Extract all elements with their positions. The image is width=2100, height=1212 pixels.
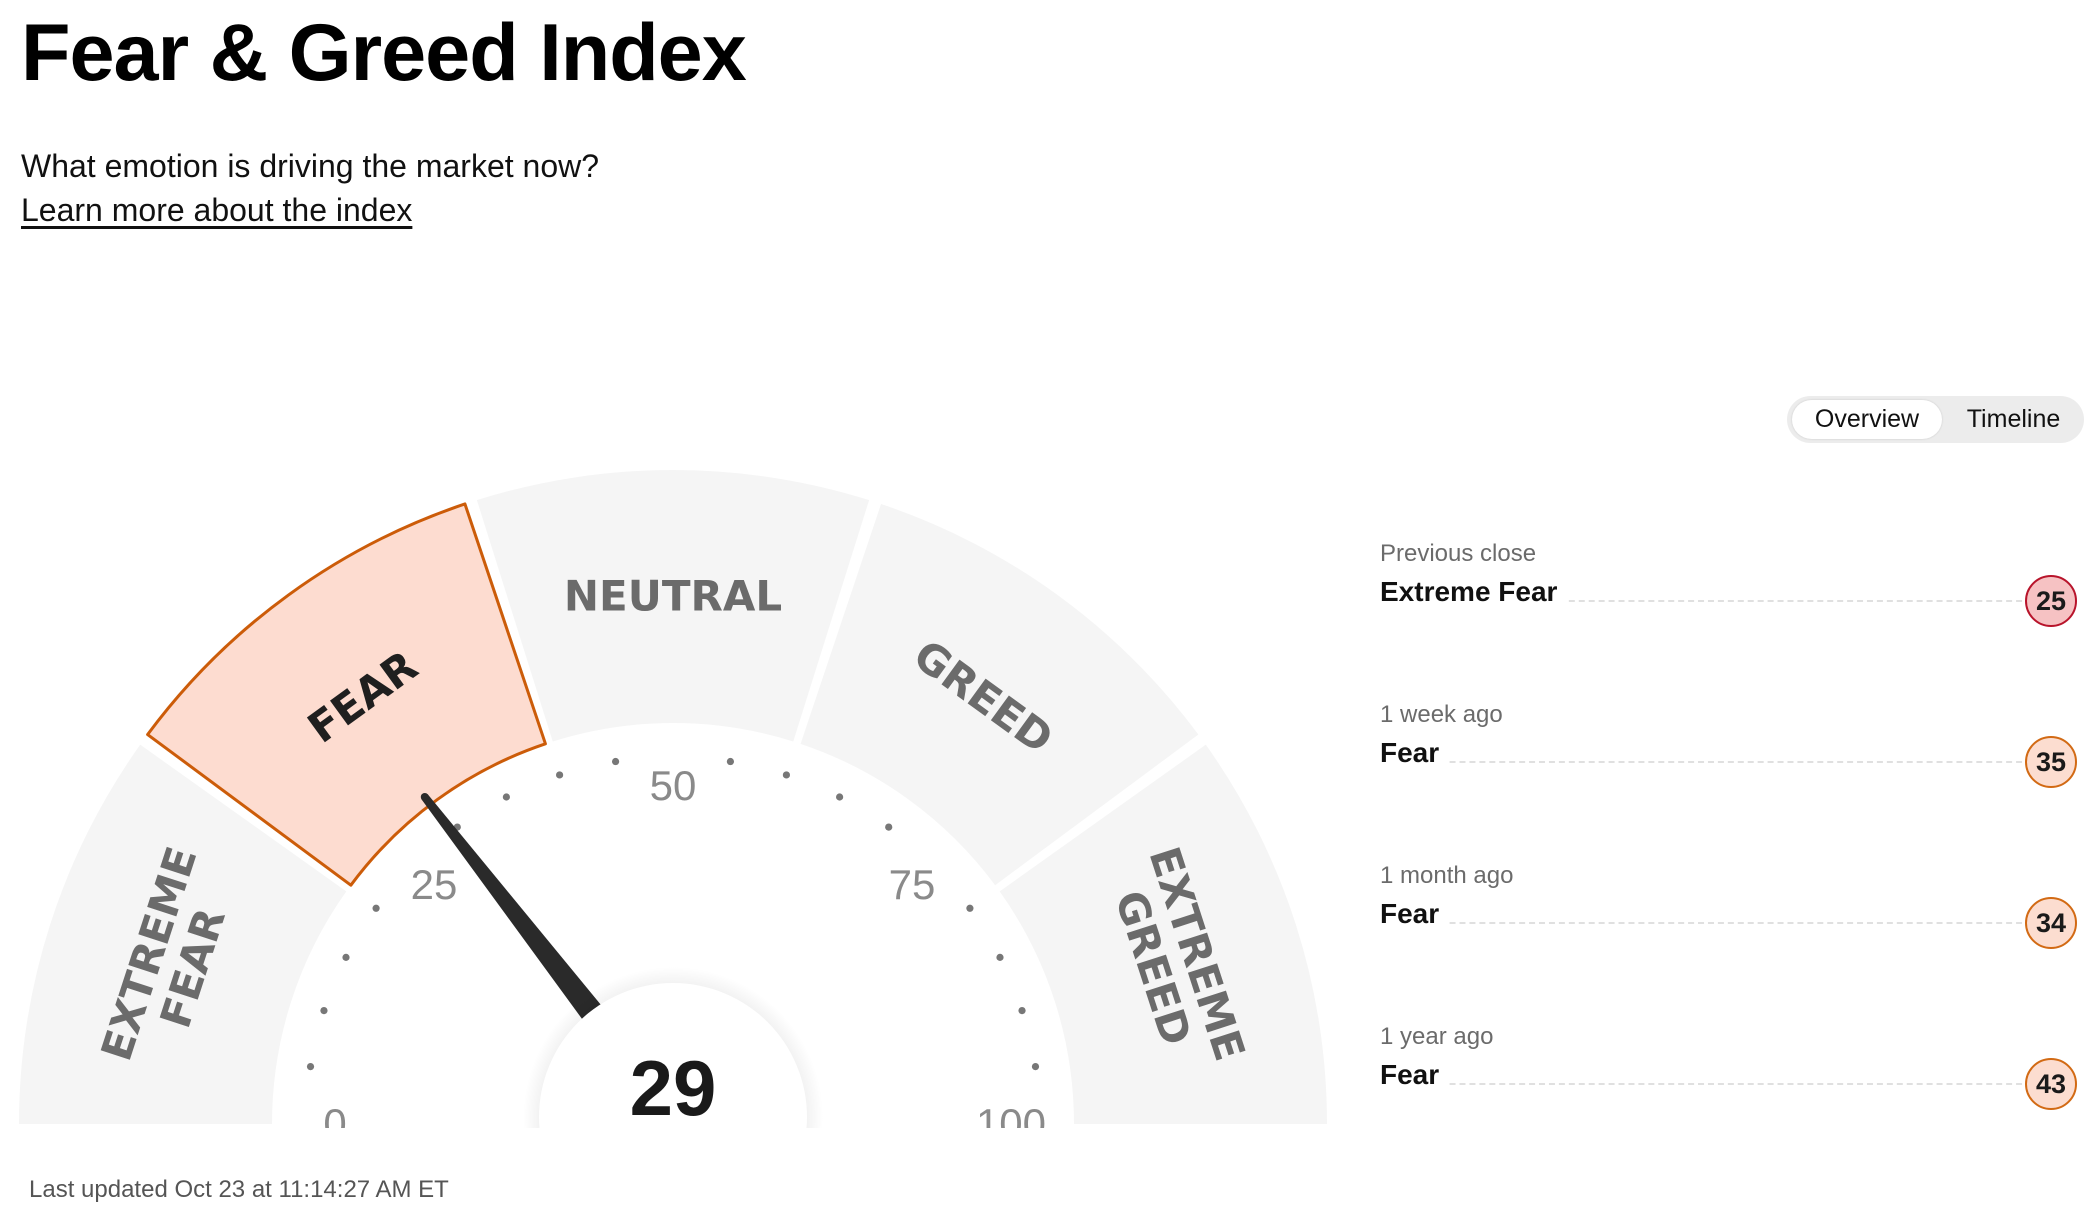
scale-dot	[996, 953, 1004, 961]
scale-dot	[1018, 1006, 1026, 1015]
scale-dot	[782, 771, 791, 779]
scale-dot	[885, 823, 893, 831]
history-item-1-year-ago: 1 year ago Fear 43	[1380, 1023, 2080, 1143]
gauge-segment-fear	[146, 502, 547, 887]
scale-tick-50: 50	[650, 762, 697, 809]
dashed-divider	[1380, 1083, 2032, 1085]
history-label: 1 week ago	[1380, 701, 1503, 728]
history-rating: Extreme Fear	[1380, 576, 1566, 608]
scale-dot	[372, 904, 380, 912]
page-title: Fear & Greed Index	[21, 8, 747, 98]
history-value-badge: 34	[2025, 897, 2077, 949]
page-subtitle: What emotion is driving the market now?	[21, 148, 600, 184]
history-item-1-week-ago: 1 week ago Fear 35	[1380, 701, 2080, 821]
gauge-segment-neutral	[476, 470, 870, 742]
scale-dot	[611, 757, 620, 766]
history-item-1-month-ago: 1 month ago Fear 34	[1380, 862, 2080, 982]
scale-dot	[555, 771, 564, 779]
scale-dot	[306, 1062, 315, 1071]
tab-timeline[interactable]: Timeline	[1966, 405, 2061, 433]
history-label: 1 month ago	[1380, 862, 1514, 889]
scale-dot	[836, 793, 844, 801]
history-value-badge: 35	[2025, 736, 2077, 788]
history-value-badge: 25	[2025, 575, 2077, 627]
history-rating: Fear	[1380, 737, 1448, 769]
last-updated: Last updated Oct 23 at 11:14:27 AM ET	[29, 1176, 449, 1203]
history-item-previous-close: Previous close Extreme Fear 25	[1380, 540, 2080, 660]
gauge-segment-extreme-greed	[999, 744, 1327, 1124]
gauge-segment-label-neutral: NEUTRAL	[564, 572, 782, 621]
scale-dot	[1031, 1062, 1040, 1071]
scale-dot	[320, 1006, 328, 1015]
tab-overview[interactable]: Overview	[1792, 400, 1942, 439]
scale-tick-25: 25	[411, 861, 458, 908]
scale-dot	[342, 953, 350, 961]
history-value-badge: 43	[2025, 1058, 2077, 1110]
history-label: Previous close	[1380, 540, 1537, 567]
gauge-needle-tip	[420, 792, 429, 801]
gauge-segment-extreme-fear	[19, 744, 347, 1124]
learn-more-link[interactable]: Learn more about the index	[21, 192, 413, 228]
scale-dot	[966, 904, 974, 912]
history-rating: Fear	[1380, 898, 1448, 930]
dashed-divider	[1380, 761, 2032, 763]
history-rating: Fear	[1380, 1059, 1448, 1091]
fear-greed-gauge: EXTREMEFEARFEARNEUTRALGREEDEXTREMEGREED …	[0, 470, 1340, 1180]
current-value: 29	[630, 1044, 717, 1132]
dashed-divider	[1380, 922, 2032, 924]
dashed-divider	[1380, 600, 2032, 602]
scale-tick-75: 75	[889, 861, 936, 908]
history-label: 1 year ago	[1380, 1023, 1494, 1050]
scale-dot	[726, 757, 735, 766]
scale-dot	[502, 793, 510, 801]
gauge-segment-greed	[800, 503, 1199, 886]
view-toggle: Overview Timeline	[1787, 396, 2084, 443]
